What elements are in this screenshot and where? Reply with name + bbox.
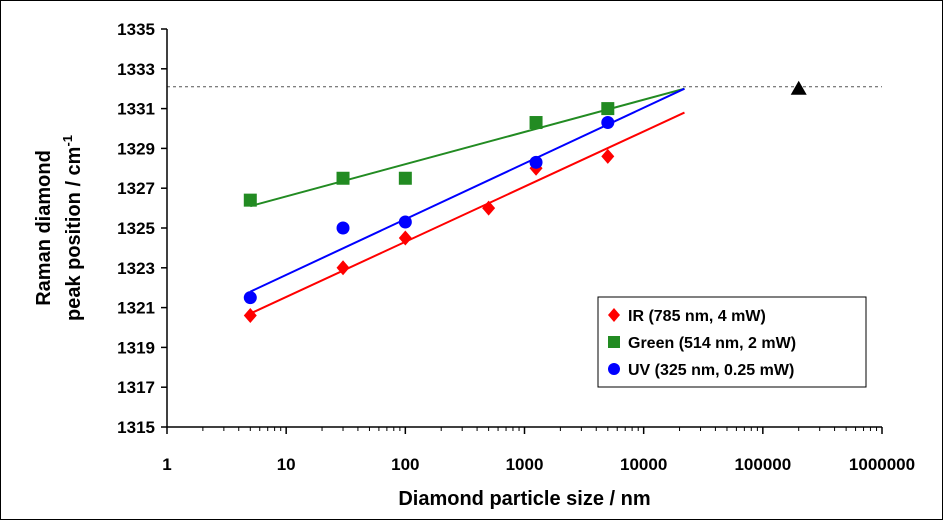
y-tick-label: 1321	[117, 299, 155, 318]
y-tick-label: 1331	[117, 100, 155, 119]
y-tick-label: 1315	[117, 418, 155, 437]
y-tick-label: 1319	[117, 338, 155, 357]
data-point-series-2	[529, 116, 543, 130]
x-tick-label: 100000	[734, 455, 791, 474]
x-tick-label: 10	[277, 455, 296, 474]
y-tick-label: 1325	[117, 219, 155, 238]
y-tick-label: 1333	[117, 60, 155, 79]
y-tick-label: 1327	[117, 179, 155, 198]
data-point-series-2	[398, 171, 412, 185]
legend-marker-1	[608, 308, 620, 322]
legend-label-2: Green (514 nm, 2 mW)	[628, 335, 796, 352]
y-axis-title-unit: peak position / cm	[63, 147, 85, 321]
legend-box	[597, 296, 867, 388]
fit-line-1	[249, 111, 685, 315]
data-point-series-3	[529, 155, 543, 169]
y-tick-label: 1329	[117, 139, 155, 158]
data-point-series-1	[243, 308, 257, 324]
y-axis-title-line-1: Raman diamond	[33, 150, 55, 306]
x-tick-label: 10000	[620, 455, 667, 474]
data-point-series-1	[482, 200, 496, 216]
legend-marker-2	[608, 336, 620, 348]
data-point-series-2	[601, 102, 615, 116]
data-point-series-3	[243, 291, 257, 305]
y-axis-title-superscript: -1	[60, 135, 75, 147]
legend-marker-3	[608, 363, 620, 375]
x-tick-label: 1000	[506, 455, 544, 474]
legend: IR (785 nm, 4 mW) Green (514 nm, 2 mW) UV …	[597, 296, 867, 388]
fit-line-2	[250, 87, 685, 208]
data-point-series-1	[601, 148, 615, 164]
fit-line-3	[249, 87, 685, 293]
x-tick-label: 1000000	[849, 455, 915, 474]
data-point-series-2	[336, 171, 350, 185]
data-point-series-3	[601, 116, 615, 130]
y-tick-label: 1335	[117, 20, 155, 39]
legend-label-1: IR (785 nm, 4 mW)	[628, 308, 766, 325]
reference-point	[790, 80, 807, 95]
x-tick-label: 100	[391, 455, 419, 474]
data-point-series-1	[398, 230, 412, 246]
x-axis-title: Diamond particle size / nm	[398, 488, 650, 510]
data-point-series-3	[336, 221, 350, 235]
data-point-series-3	[398, 215, 412, 229]
legend-label-3: UV (325 nm, 0.25 mW)	[628, 362, 794, 379]
data-point-series-1	[336, 260, 350, 276]
y-tick-label: 1317	[117, 378, 155, 397]
y-tick-label: 1323	[117, 259, 155, 278]
x-tick-label: 1	[162, 455, 171, 474]
data-point-series-2	[243, 193, 257, 207]
y-axis-title-line-2: peak position / cm-1	[60, 135, 85, 321]
y-axis-title: Raman diamond peak position / cm-1	[33, 135, 85, 321]
